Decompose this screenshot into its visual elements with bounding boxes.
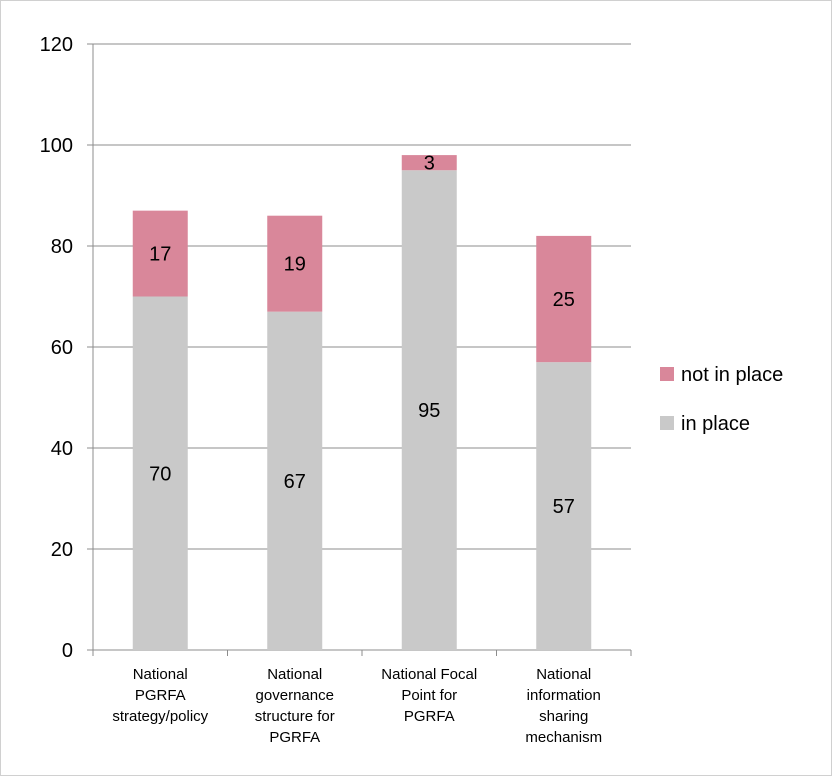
data-label: 3 xyxy=(424,153,435,175)
legend-swatch xyxy=(660,367,674,381)
x-category-label: governance xyxy=(256,687,334,704)
x-category-label: National Focal xyxy=(381,666,477,683)
data-label: 70 xyxy=(149,463,171,485)
y-tick-label: 80 xyxy=(51,236,73,258)
x-category-label: National xyxy=(267,666,322,683)
x-category-label: National xyxy=(536,666,591,683)
legend-label: in place xyxy=(681,413,750,435)
x-category-label: sharing xyxy=(539,708,588,725)
y-tick-label: 0 xyxy=(62,640,73,662)
x-category-label: National xyxy=(133,666,188,683)
bar-in-place xyxy=(401,170,457,650)
y-tick-label: 40 xyxy=(51,438,73,460)
y-tick-label: 20 xyxy=(51,539,73,561)
data-label: 19 xyxy=(284,254,306,276)
bar-in-place xyxy=(267,311,323,650)
legend-swatch xyxy=(660,416,674,430)
data-label: 67 xyxy=(284,471,306,493)
data-label: 25 xyxy=(553,289,575,311)
bar-not-in-place xyxy=(536,235,592,363)
x-category-label: strategy/policy xyxy=(112,708,208,725)
data-label: 95 xyxy=(418,400,440,422)
y-tick-label: 60 xyxy=(51,337,73,359)
data-label: 57 xyxy=(553,496,575,518)
bar-in-place xyxy=(536,362,592,650)
bar-in-place xyxy=(132,296,188,650)
legend-label: not in place xyxy=(681,364,783,386)
x-category-label: structure for xyxy=(255,708,335,725)
x-category-label: PGRFA xyxy=(404,708,455,725)
x-category-label: information xyxy=(527,687,601,704)
bar-not-in-place xyxy=(401,155,457,171)
x-category-label: PGRFA xyxy=(135,687,186,704)
x-category-label: mechanism xyxy=(525,729,602,746)
data-label: 17 xyxy=(149,244,171,266)
y-tick-label: 120 xyxy=(40,34,73,56)
x-category-label: Point for xyxy=(401,687,457,704)
bar-not-in-place xyxy=(267,215,323,312)
y-tick-label: 100 xyxy=(40,135,73,157)
bar-not-in-place xyxy=(132,210,188,297)
x-category-label: PGRFA xyxy=(269,729,320,746)
